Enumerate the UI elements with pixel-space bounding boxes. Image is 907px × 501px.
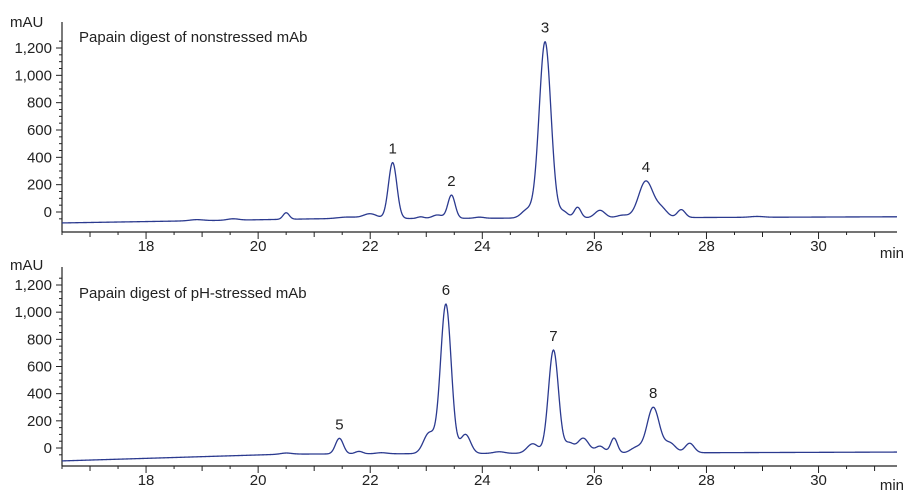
- y-tick-label: 0: [44, 440, 52, 457]
- x-tick-label: 26: [586, 238, 603, 255]
- y-unit-label: mAU: [10, 14, 43, 31]
- chromatogram-trace: [61, 303, 898, 462]
- y-tick-label: 400: [27, 149, 52, 166]
- x-tick-label: 18: [138, 238, 155, 255]
- y-tick-label: 600: [27, 359, 52, 376]
- peak-label: 5: [335, 416, 343, 433]
- peak-label: 1: [388, 141, 396, 158]
- peak-label: 3: [541, 20, 549, 37]
- y-tick-label: 0: [44, 204, 52, 221]
- y-tick-label: 800: [27, 95, 52, 112]
- panel-title: Papain digest of pH-stressed mAb: [79, 285, 307, 302]
- peak-label: 7: [549, 328, 557, 345]
- y-tick-label: 400: [27, 386, 52, 403]
- y-tick-label: 600: [27, 122, 52, 139]
- x-tick-label: 26: [586, 472, 603, 489]
- x-unit-label: min: [880, 245, 904, 262]
- x-tick-label: 20: [250, 472, 267, 489]
- y-unit-label: mAU: [10, 257, 43, 274]
- y-tick-label: 800: [27, 331, 52, 348]
- panel-ph-stressed: 0 200 400 600 800 1,000 1,200 18 20 22 24 26 28 30 mAU…: [10, 257, 904, 494]
- y-tick-label: 1,200: [14, 277, 52, 294]
- y-tick-label: 200: [27, 177, 52, 194]
- x-tick-label: 22: [362, 472, 379, 489]
- x-tick-label: 30: [810, 238, 827, 255]
- peak-label: 8: [649, 385, 657, 402]
- y-tick-label: 1,200: [14, 40, 52, 57]
- x-tick-label: 28: [698, 472, 715, 489]
- y-tick-label: 1,000: [14, 304, 52, 321]
- x-tick-label: 30: [810, 472, 827, 489]
- peak-label: 4: [642, 159, 650, 176]
- x-tick-label: 18: [138, 472, 155, 489]
- y-tick-label: 200: [27, 413, 52, 430]
- x-tick-label: 20: [250, 238, 267, 255]
- x-tick-label: 24: [474, 472, 491, 489]
- x-tick-label: 24: [474, 238, 491, 255]
- x-tick-label: 28: [698, 238, 715, 255]
- panel-title: Papain digest of nonstressed mAb: [79, 29, 307, 46]
- y-tick-label: 1,000: [14, 67, 52, 84]
- peak-label: 6: [442, 282, 450, 299]
- x-tick-label: 22: [362, 238, 379, 255]
- peak-label: 2: [447, 173, 455, 190]
- chromatogram-trace: [61, 41, 898, 224]
- x-unit-label: min: [880, 477, 904, 494]
